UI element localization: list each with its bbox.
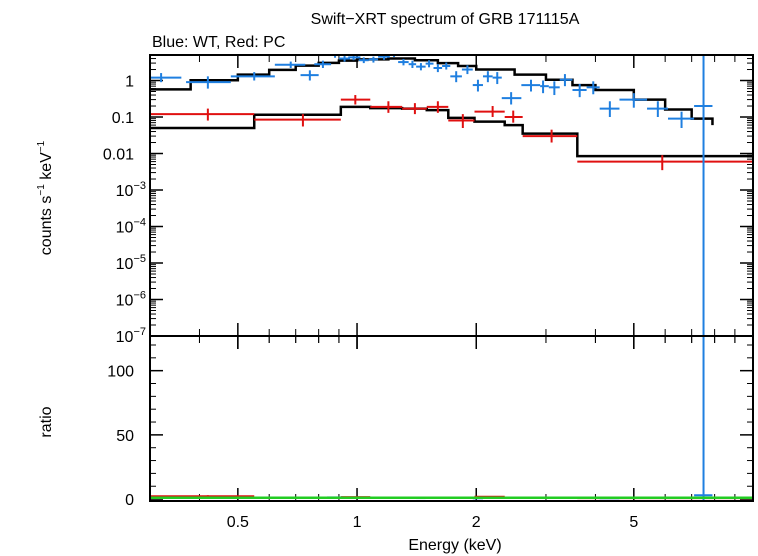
ratio-tick-label: 0 <box>125 492 134 509</box>
wt-data-point <box>186 76 231 89</box>
pc-data-point <box>150 108 255 121</box>
wt-data-point <box>501 92 522 105</box>
wt-data-point <box>482 71 493 83</box>
wt-data-point <box>378 55 390 60</box>
wt-model-line <box>150 57 714 126</box>
wt-data-point <box>442 62 451 70</box>
x-tick-label: 0.5 <box>227 514 249 531</box>
x-axis-ticks: 0.5 1 2 5 <box>149 55 754 531</box>
pc-data-point <box>426 101 449 113</box>
y-tick-label: 0.01 <box>103 147 134 164</box>
wt-data-point <box>559 74 573 87</box>
wt-data-point <box>599 101 620 118</box>
bottom-panel-ticks: 0 50 100 <box>107 344 753 509</box>
ratio-tick-label: 50 <box>116 428 134 445</box>
wt-data-point <box>694 55 713 336</box>
y-tick-label: 10−6 <box>116 290 146 310</box>
y-tick-label: 10−7 <box>116 326 146 346</box>
y-axis-label-bottom: ratio <box>38 406 55 437</box>
pc-data-point <box>522 129 578 143</box>
wt-data-point <box>619 93 648 108</box>
top-panel-frame <box>149 54 754 337</box>
wt-data-point <box>314 60 332 69</box>
pc-data-point <box>370 101 403 113</box>
y-axis-label-top: counts s−1 keV−1 <box>36 140 55 255</box>
wt-data-point <box>586 81 600 95</box>
wt-data-point <box>389 55 399 58</box>
wt-data-point <box>667 111 695 128</box>
wt-data-point <box>450 71 462 83</box>
pc-data-point <box>448 114 475 128</box>
chart-title: Swift−XRT spectrum of GRB 171115A <box>311 11 580 28</box>
pc-data-point <box>474 106 505 118</box>
wt-data-point <box>548 81 560 96</box>
wt-data-point <box>358 57 369 64</box>
top-panel-plot <box>150 55 753 336</box>
x-tick-label: 5 <box>629 514 638 531</box>
y-tick-label: 10−5 <box>116 253 146 273</box>
wt-data-point <box>425 60 434 68</box>
pc-data-point <box>402 103 427 115</box>
wt-data-point <box>472 79 483 92</box>
wt-data-point <box>338 55 351 62</box>
ratio-tick-label: 100 <box>107 364 134 381</box>
chart-subtitle: Blue: WT, Red: PC <box>152 34 285 51</box>
wt-data-point <box>433 64 443 73</box>
y-tick-label: 10−4 <box>116 217 146 237</box>
y-tick-label: 10−3 <box>116 180 146 200</box>
wt-data-point <box>492 72 502 85</box>
wt-data-point <box>461 65 473 75</box>
wt-data-point <box>230 72 275 81</box>
y-tick-label: 0.1 <box>112 110 134 127</box>
pc-data-point <box>577 155 753 171</box>
wt-data-point <box>368 56 379 63</box>
wt-data-point <box>408 60 417 69</box>
wt-data-point <box>521 79 541 92</box>
wt-data-point <box>300 70 319 81</box>
wt-data-point <box>274 61 306 69</box>
wt-data-point <box>540 80 549 94</box>
wt-data-point <box>398 58 409 66</box>
wt-data-point <box>572 84 587 98</box>
bottom-panel-frame <box>149 335 754 502</box>
x-axis-label: Energy (keV) <box>408 537 501 554</box>
wt-ratio-point <box>694 336 713 501</box>
pc-data-point <box>254 114 341 127</box>
wt-data-point <box>647 101 668 118</box>
x-tick-label: 1 <box>353 514 362 531</box>
bottom-panel-plot <box>150 336 753 501</box>
y-tick-label: 1 <box>125 74 134 91</box>
x-tick-label: 2 <box>472 514 481 531</box>
pc-data-point <box>504 110 523 123</box>
wt-data-point <box>416 63 426 71</box>
pc-data-point <box>340 95 371 105</box>
wt-data-point <box>150 73 182 83</box>
